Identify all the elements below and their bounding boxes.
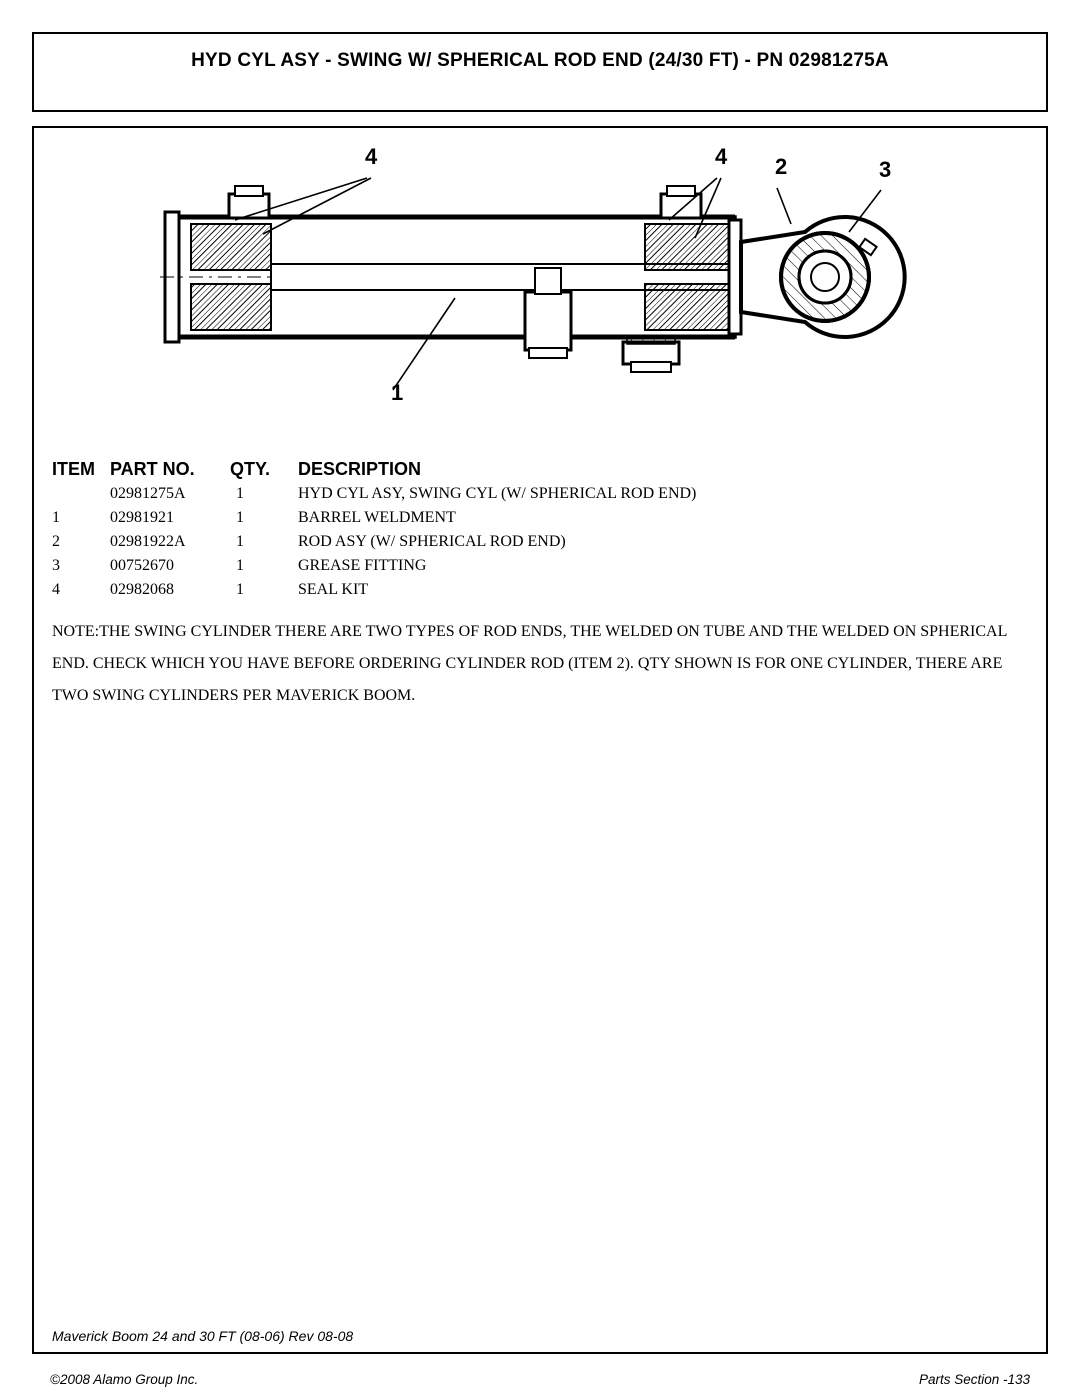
callout-number: 4 [715,144,728,169]
cell-qty: 1 [230,581,298,599]
cell-qty: 1 [230,533,298,551]
table-row: 3007526701GREASE FITTING [52,554,1028,578]
cell-item: 2 [52,533,110,551]
table-row: 02981275A1HYD CYL ASY, SWING CYL (W/ SPH… [52,482,1028,506]
copyright-text: ©2008 Alamo Group Inc. [50,1372,198,1387]
manual-revision-footer: Maverick Boom 24 and 30 FT (08-06) Rev 0… [52,1328,353,1344]
cell-desc: ROD ASY (W/ SPHERICAL ROD END) [298,533,1028,551]
header-part: PART NO. [110,459,230,480]
content-box: 4 4 2 3 1 ITEM PART NO. QTY. DESCRIPTION 029… [32,126,1048,1354]
cell-item: 4 [52,581,110,599]
cell-item [52,485,110,503]
callout-number: 4 [365,144,378,169]
cell-part: 02981275A [110,485,230,503]
callout-number: 2 [775,154,787,179]
cell-item: 1 [52,509,110,527]
parts-table: ITEM PART NO. QTY. DESCRIPTION 02981275A… [52,455,1028,602]
page-title: HYD CYL ASY - SWING W/ SPHERICAL ROD END… [191,50,889,71]
cell-part: 02981922A [110,533,230,551]
cell-desc: SEAL KIT [298,581,1028,599]
cell-part: 02981921 [110,509,230,527]
cell-part: 02982068 [110,581,230,599]
table-row: 202981922A1ROD ASY (W/ SPHERICAL ROD END… [52,530,1028,554]
cell-item: 3 [52,557,110,575]
cell-qty: 1 [230,557,298,575]
cell-part: 00752670 [110,557,230,575]
assembly-diagram: 4 4 2 3 1 [52,142,1028,437]
header-qty: QTY. [230,459,298,480]
section-page-text: Parts Section -133 [919,1372,1030,1387]
cell-qty: 1 [230,485,298,503]
callout-number: 1 [391,380,403,405]
header-desc: DESCRIPTION [298,459,1028,480]
table-row: 1029819211BARREL WELDMENT [52,506,1028,530]
cell-desc: HYD CYL ASY, SWING CYL (W/ SPHERICAL ROD… [298,485,1028,503]
note-text: NOTE:THE SWING CYLINDER THERE ARE TWO TY… [52,616,1028,712]
cell-desc: GREASE FITTING [298,557,1028,575]
parts-table-header: ITEM PART NO. QTY. DESCRIPTION [52,455,1028,482]
header-item: ITEM [52,459,110,480]
page-footer: ©2008 Alamo Group Inc. Parts Section -13… [32,1372,1048,1387]
cell-qty: 1 [230,509,298,527]
page-title-box: HYD CYL ASY - SWING W/ SPHERICAL ROD END… [32,32,1048,112]
table-row: 4029820681SEAL KIT [52,578,1028,602]
callout-number: 3 [879,157,891,182]
cylinder-diagram-svg: 4 4 2 3 1 [105,142,975,432]
cell-desc: BARREL WELDMENT [298,509,1028,527]
